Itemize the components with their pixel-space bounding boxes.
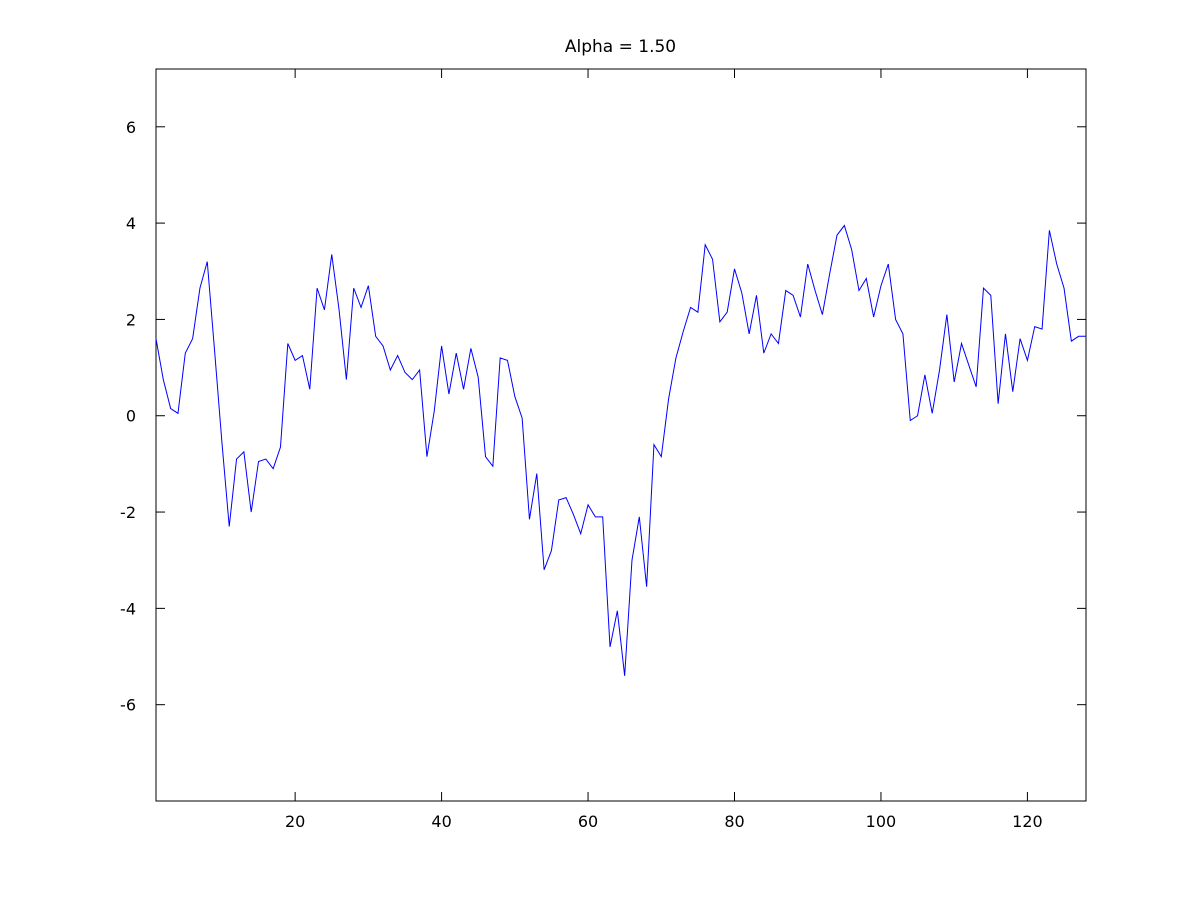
x-tick-label: 120 bbox=[1012, 812, 1043, 831]
chart-title: Alpha = 1.50 bbox=[565, 37, 676, 57]
plot-area: 20 40 60 80 100 120 -6 -4 -2 0 2 4 6 bbox=[120, 68, 1087, 831]
y-tick-label: 6 bbox=[126, 118, 136, 137]
y-tick-label: -4 bbox=[120, 599, 136, 618]
series-line-0 bbox=[155, 224, 1086, 676]
axes-box bbox=[155, 68, 1087, 802]
y-tick-label: -6 bbox=[120, 696, 136, 715]
y-tick-label: 2 bbox=[126, 310, 136, 329]
y-tick-label: -2 bbox=[120, 503, 136, 522]
y-tick-label: 0 bbox=[126, 407, 136, 426]
x-tick-label: 100 bbox=[866, 812, 897, 831]
x-tick-label: 80 bbox=[724, 812, 744, 831]
x-tick-label: 40 bbox=[431, 812, 451, 831]
y-tick-label: 4 bbox=[126, 214, 136, 233]
x-tick-label: 60 bbox=[578, 812, 598, 831]
x-tick-label: 20 bbox=[285, 812, 305, 831]
